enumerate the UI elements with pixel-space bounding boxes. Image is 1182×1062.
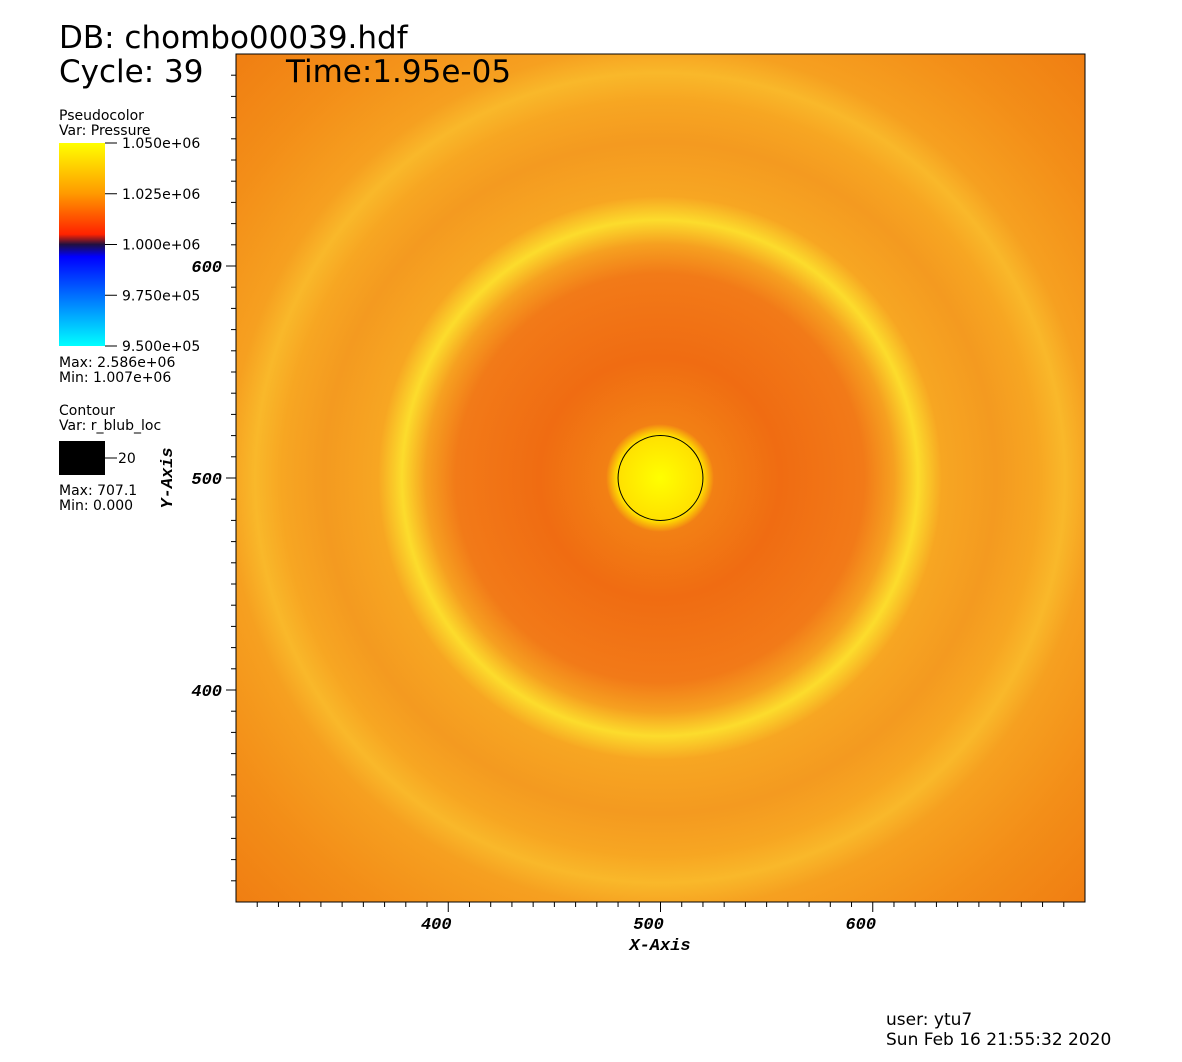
pc-max: Max: 2.586e+06 <box>59 355 175 371</box>
pc-var: Var: Pressure <box>59 123 151 139</box>
x-tick-label: 500 <box>633 916 664 935</box>
pressure-field <box>236 54 1085 902</box>
contour-min: Min: 0.000 <box>59 498 133 514</box>
contour-max: Max: 707.1 <box>59 483 137 499</box>
colorbar-tick-label: 9.750e+05 <box>122 288 200 304</box>
time: Time:1.95e-05 <box>285 54 511 90</box>
cycle: Cycle: 39 <box>59 54 203 90</box>
colorbar-tick-label: 9.500e+05 <box>122 339 200 355</box>
pc-min: Min: 1.007e+06 <box>59 370 171 386</box>
pc-heading: Pseudocolor <box>59 108 144 124</box>
db-title: DB: chombo00039.hdf <box>59 20 409 56</box>
contour-line <box>617 435 704 521</box>
x-tick-label: 400 <box>421 916 452 935</box>
date: Sun Feb 16 21:55:32 2020 <box>886 1030 1111 1050</box>
colorbar-tick-label: 1.025e+06 <box>122 187 200 203</box>
contour-heading: Contour <box>59 403 115 419</box>
x-axis-label: X-Axis <box>628 937 690 956</box>
y-tick-label: 400 <box>191 683 222 702</box>
colorbar-tick-label: 1.050e+06 <box>122 136 200 152</box>
contour-level-label: 20 <box>118 451 136 467</box>
user: user: ytu7 <box>886 1010 972 1030</box>
contour-var: Var: r_blub_loc <box>59 418 161 434</box>
y-tick-label: 600 <box>191 259 222 278</box>
y-axis-label: Y-Axis <box>159 447 178 508</box>
contour-swatch <box>59 441 105 475</box>
y-tick-label: 500 <box>191 471 222 490</box>
x-tick-label: 600 <box>845 916 876 935</box>
colorbar <box>59 143 105 346</box>
colorbar-tick-label: 1.000e+06 <box>122 238 200 254</box>
